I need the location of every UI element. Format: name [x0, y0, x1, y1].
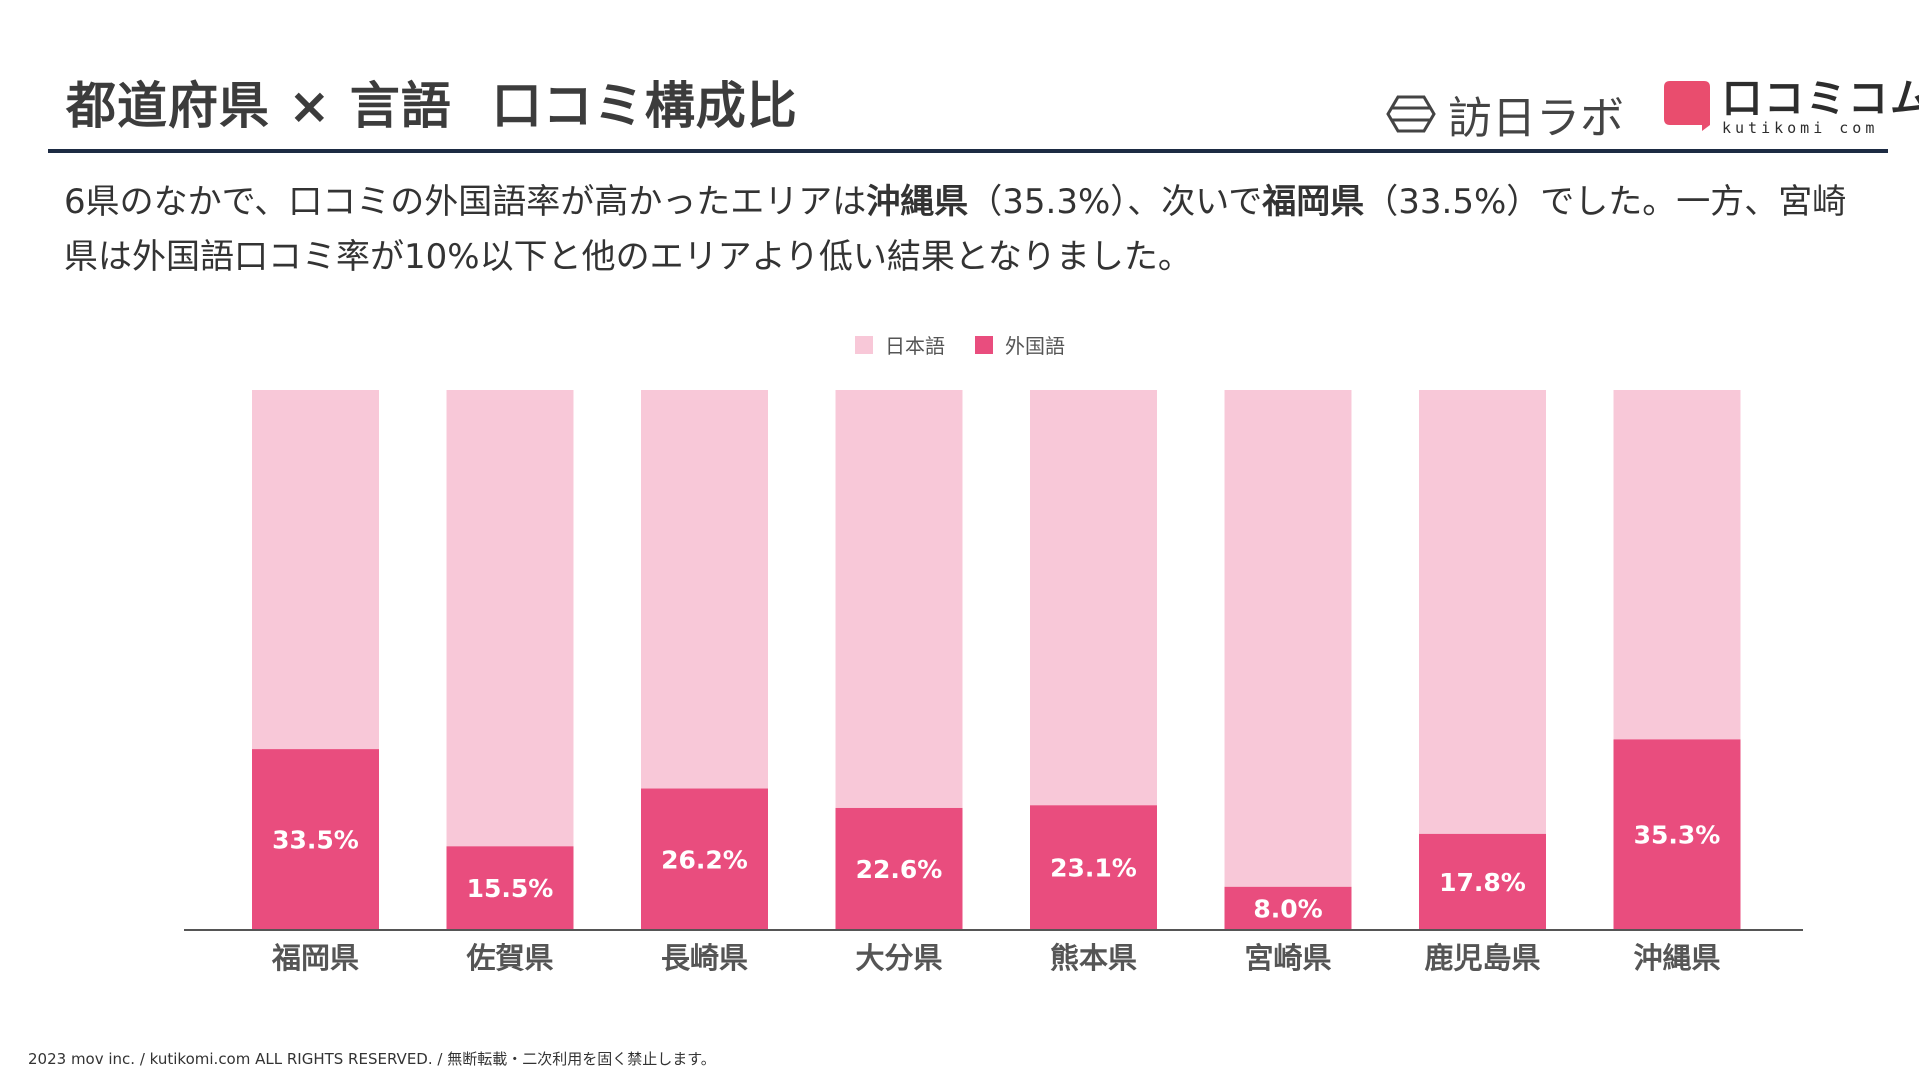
title-right: 口コミ構成比 [491, 77, 798, 135]
description-text: 6県のなかで、口コミの外国語率が高かったエリアは沖縄県（35.3%）、次いで福岡… [64, 175, 1854, 285]
desc-bold-okinawa: 沖縄県 [866, 182, 969, 222]
bar-japanese [641, 390, 768, 789]
houninchi-lab-logo: 訪日ラボ [1386, 82, 1624, 146]
bar-foreign [1613, 739, 1741, 930]
logo2-text: 口コミコム [1722, 76, 1919, 122]
category-label: 佐賀県 [465, 941, 553, 975]
data-label: 33.5% [272, 826, 359, 855]
data-label: 23.1% [1050, 854, 1137, 883]
chart-legend: 日本語 外国語 [855, 330, 1095, 359]
data-label: 26.2% [661, 845, 748, 874]
bar-japanese [252, 390, 379, 750]
bar-foreign [252, 749, 379, 930]
bar-foreign [446, 846, 574, 930]
category-label: 熊本県 [1050, 941, 1137, 975]
copyright-footer: 2023 mov inc. / kutikomi.com ALL RIGHTS … [28, 1050, 716, 1068]
page-title: 都道府県 × 言語 口コミ構成比 [66, 66, 798, 138]
desc-part-3: （33.5%）でした。一方、宮崎県は外国語口コミ率が10%以下と他のエリアより低… [64, 182, 1847, 277]
bar-foreign [1224, 886, 1352, 930]
legend-label-foreign: 外国語 [1005, 334, 1065, 358]
bar-foreign [1030, 805, 1157, 930]
legend-swatch-japanese [855, 335, 873, 354]
data-label: 22.6% [856, 855, 943, 884]
bar-foreign [835, 807, 963, 930]
category-label: 宮崎県 [1244, 941, 1331, 975]
bar-japanese [1224, 390, 1352, 887]
data-label: 17.8% [1439, 868, 1526, 897]
legend-swatch-foreign [975, 335, 993, 354]
bar-japanese [446, 390, 574, 847]
category-label: 福岡県 [271, 941, 359, 975]
logo1-text: 訪日ラボ [1448, 93, 1624, 144]
bar-japanese [835, 390, 963, 808]
bar-japanese [1419, 390, 1546, 834]
bar-japanese [1030, 390, 1157, 806]
desc-part-2: （35.3%）、次いで [968, 182, 1263, 222]
data-label: 35.3% [1634, 821, 1721, 850]
kutikomi-logo: 口コミコム kutikomi com [1664, 78, 1919, 136]
bar-foreign [1419, 833, 1546, 930]
logo2-subtext: kutikomi com [1722, 119, 1879, 137]
bar-foreign [641, 788, 768, 930]
legend-item-foreign: 外国語 [975, 330, 1065, 359]
stacked-bar-chart: 33.5% 福岡県 15.5% 佐賀県 26.2% 長崎県 22.6% 大分県 23.1% 熊本県… [184, 390, 1803, 975]
legend-label-japanese: 日本語 [885, 334, 945, 358]
category-label: 沖縄県 [1633, 941, 1720, 975]
category-label: 鹿児島県 [1424, 941, 1540, 975]
data-label: 8.0% [1253, 894, 1322, 923]
desc-bold-fukuoka: 福岡県 [1262, 182, 1365, 222]
category-label: 長崎県 [661, 941, 748, 975]
data-label: 15.5% [467, 874, 554, 903]
header-divider [48, 149, 1888, 153]
desc-part-1: 6県のなかで、口コミの外国語率が高かったエリアは [64, 182, 867, 222]
speech-bubble-icon [1664, 81, 1710, 131]
legend-item-japanese: 日本語 [855, 330, 945, 359]
category-label: 大分県 [855, 941, 942, 975]
title-left: 都道府県 × 言語 [66, 77, 452, 135]
hexagon-logo-icon [1386, 95, 1436, 133]
bar-japanese [1613, 390, 1741, 740]
